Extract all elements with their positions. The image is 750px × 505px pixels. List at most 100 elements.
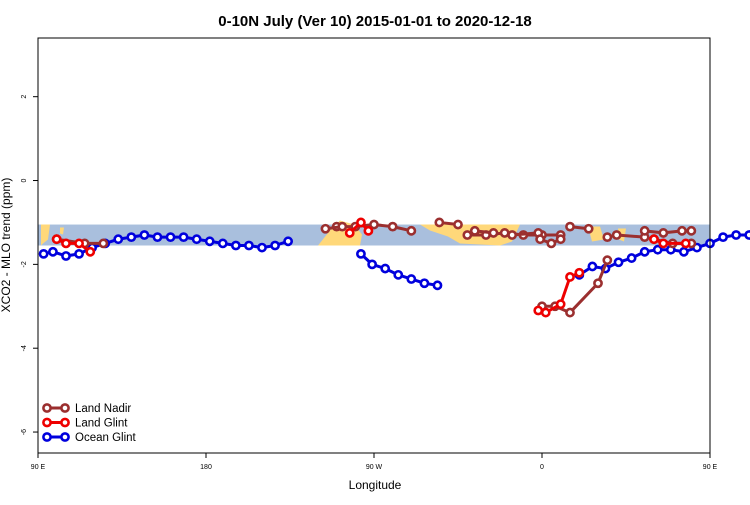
ocean-glint-point — [139, 230, 150, 240]
ocean-glint-point — [613, 257, 624, 268]
ocean-glint-point — [718, 232, 728, 243]
land-nadir-point — [499, 228, 510, 238]
legend-swatch-marker — [60, 432, 70, 442]
land-nadir-point — [611, 230, 622, 240]
land-nadir-point — [98, 238, 109, 249]
ocean-glint-point — [48, 246, 58, 257]
land-nadir-point — [434, 217, 445, 228]
ocean-glint-point — [230, 240, 241, 251]
y-tick-label: 2 — [21, 95, 28, 99]
land-glint-point — [356, 217, 366, 228]
land-nadir-point — [469, 225, 480, 236]
legend-label: Land Nadir — [75, 403, 131, 415]
land-nadir-point — [593, 278, 603, 289]
ocean-glint-point — [744, 230, 750, 240]
y-axis-label: XCO2 - MLO trend (ppm) — [0, 178, 13, 313]
legend-label: Ocean Glint — [75, 432, 137, 444]
land-nadir-point — [387, 221, 398, 232]
land-nadir-point — [555, 234, 566, 245]
ocean-glint-point — [432, 280, 443, 291]
ocean-glint-point — [61, 251, 71, 261]
legend-label: Land Glint — [75, 418, 128, 430]
land-glint-point — [533, 305, 544, 316]
ocean-glint-point — [191, 234, 202, 245]
land-glint-point — [51, 234, 62, 245]
land-patch — [41, 224, 50, 246]
series-layer — [38, 217, 750, 318]
ocean-glint-point — [38, 248, 49, 259]
y-tick-label: 0 — [21, 178, 28, 182]
ocean-glint-point — [678, 246, 689, 257]
land-nadir-point — [488, 228, 499, 238]
chart-title: 0-10N July (Ver 10) 2015-01-01 to 2020-1… — [218, 13, 532, 30]
x-tick-label: 90 E — [31, 464, 46, 471]
ocean-glint-point — [393, 269, 404, 280]
land-nadir-point — [565, 307, 575, 318]
ocean-glint-point — [257, 242, 267, 253]
land-nadir-point — [320, 223, 331, 234]
land-glint-point — [658, 238, 669, 249]
ocean-glint-point — [639, 246, 650, 257]
ocean-glint-point — [356, 248, 366, 259]
land-nadir-point — [602, 255, 613, 266]
ocean-glint-point — [283, 236, 294, 247]
ocean-glint-point — [165, 232, 176, 243]
land-nadir-point — [565, 221, 575, 232]
y-tick-label: -2 — [21, 261, 28, 267]
y-tick-label: -6 — [21, 429, 28, 435]
land-glint-point — [85, 246, 96, 257]
ocean-glint-point — [178, 232, 189, 243]
ocean-glint-point — [244, 240, 254, 251]
x-tick-label: 90 W — [366, 464, 383, 471]
land-glint-point — [61, 238, 71, 249]
y-axis: 2 0 -2 -4 -6 — [21, 95, 38, 435]
land-nadir-point — [406, 225, 417, 236]
legend-swatch-marker — [60, 403, 70, 413]
land-nadir-point — [462, 230, 473, 240]
land-glint-point — [363, 225, 374, 236]
land-nadir-point — [658, 228, 669, 238]
ocean-glint-point — [406, 274, 417, 284]
ocean-glint-point — [113, 234, 124, 245]
land-patch — [60, 227, 64, 235]
legend-swatch-marker — [42, 403, 52, 413]
ocean-glint-point — [367, 259, 378, 270]
land-nadir-point — [602, 232, 613, 243]
land-nadir-point — [507, 230, 518, 240]
legend-swatch-marker — [60, 417, 70, 428]
legend-swatch-marker — [42, 417, 52, 428]
land-nadir-point — [639, 225, 650, 236]
ocean-glint-point — [74, 248, 84, 259]
land-glint-point — [649, 234, 659, 245]
legend-swatch-marker — [42, 432, 52, 442]
x-axis-label: Longitude — [349, 478, 402, 492]
ocean-glint-point — [217, 238, 228, 249]
land-nadir-point — [677, 225, 687, 236]
ocean-glint-point — [152, 232, 163, 243]
ocean-glint-point — [626, 253, 637, 263]
ocean-glint-point — [270, 240, 280, 251]
land-glint-point — [555, 299, 566, 310]
ocean-glint-point — [419, 278, 430, 289]
land-glint-point — [344, 228, 355, 238]
land-glint-point — [680, 238, 691, 249]
land-glint-line — [56, 237, 92, 253]
land-nadir-point — [535, 234, 546, 245]
land-nadir-point — [583, 223, 594, 234]
ocean-glint-point — [652, 244, 663, 255]
ocean-glint-point — [380, 263, 391, 274]
land-nadir-point — [453, 219, 463, 230]
legend: Land Nadir Land Glint Ocean Glint — [42, 403, 137, 444]
land-nadir-point — [337, 221, 348, 232]
x-tick-label: 90 E — [703, 464, 718, 471]
land-glint-point — [565, 272, 575, 282]
ocean-glint-point — [204, 236, 215, 247]
land-nadir-point — [686, 225, 697, 236]
land-glint-point — [74, 238, 84, 249]
land-nadir-point — [546, 238, 557, 249]
ocean-glint-point — [587, 261, 598, 272]
land-glint-point — [540, 307, 551, 318]
land-glint-point — [574, 267, 585, 278]
land-nadir-point — [369, 219, 379, 230]
